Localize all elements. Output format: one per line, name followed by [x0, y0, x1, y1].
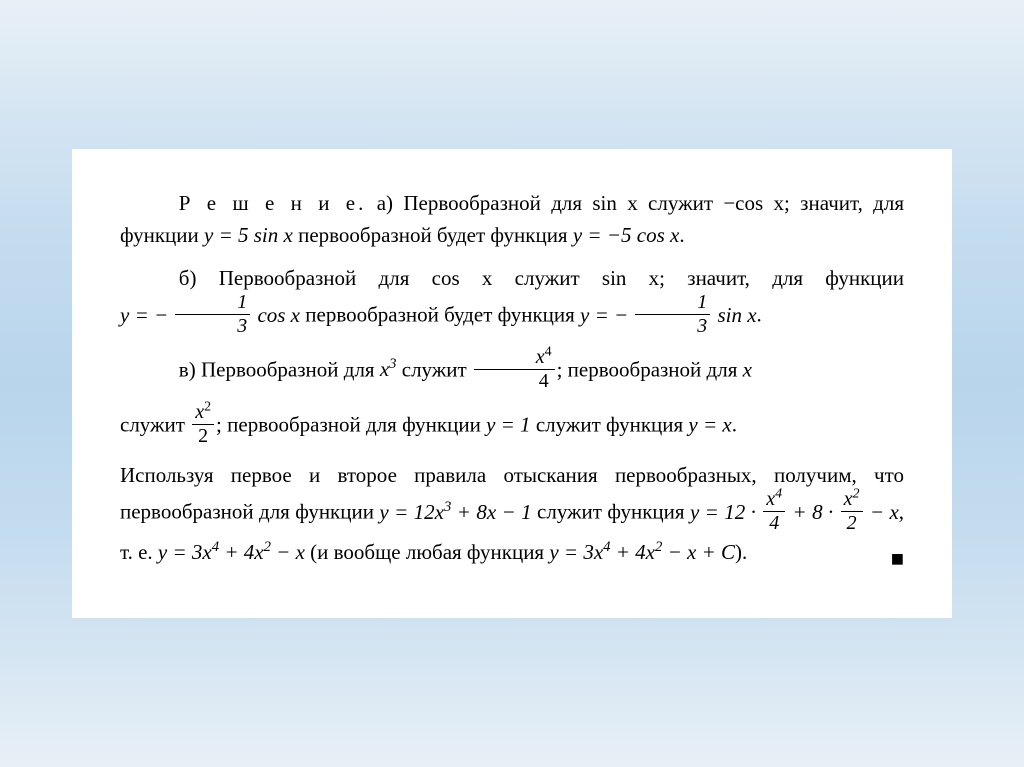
heading-reshenie: Р е ш е н и е. [179, 191, 367, 215]
dot: . [679, 223, 684, 247]
math-cosx: cos x [432, 266, 493, 290]
solution-part-a: Р е ш е н и е. а) Первообразной для sin … [120, 187, 904, 252]
math-y12: y = 12 · x44 + 8 · x22 − x [690, 500, 899, 524]
math-sinx: sin x [602, 266, 659, 290]
solution-part-c-line2: служит x22; первообразной для функции y … [120, 404, 904, 449]
text: ; первообразной для функции [216, 412, 486, 436]
math-3x4c: y = 3x4 + 4x2 − x + C [549, 540, 735, 564]
solution-part-c-line1: в) Первообразной для x3 служит x44; перв… [120, 349, 904, 394]
label-a: а) [377, 191, 393, 215]
text: Первообразной для [196, 266, 431, 290]
solution-part-b: б) Первообразной для cos x служит sin x;… [120, 262, 904, 339]
text: служит функция [531, 412, 689, 436]
text: ; значит, для функции [659, 266, 904, 290]
math-x3: x3 [380, 357, 397, 381]
math-y1: y = 1 [486, 412, 531, 436]
fraction-x2-2: x22 [841, 489, 863, 534]
text: ). [735, 540, 747, 564]
end-mark-icon: ■ [891, 542, 904, 576]
dot: . [757, 303, 762, 327]
text: служит функция [532, 500, 690, 524]
math-yx: y = x [688, 412, 731, 436]
label-b: б) [179, 266, 197, 290]
math-negcosx: −cos x [723, 191, 784, 215]
text: первообразной будет функция [300, 303, 580, 327]
text: Первообразной для [196, 357, 380, 381]
math-x: x [743, 357, 752, 381]
math-3x4: y = 3x4 + 4x2 − x [158, 540, 305, 564]
text: Первообразной для [393, 191, 592, 215]
document-page: Р е ш е н и е. а) Первообразной для sin … [72, 149, 952, 619]
text: ; первообразной для [557, 357, 743, 381]
text: первообразной будет функция [293, 223, 573, 247]
math-sinx: sin x [592, 191, 637, 215]
fraction-1-3: 13 [635, 292, 710, 337]
text: служит [397, 357, 472, 381]
fraction-x4-4: x44 [474, 347, 555, 392]
text: (и вообще любая функция [305, 540, 549, 564]
math-yneg: y = − 13 cos x [120, 303, 300, 327]
label-c: в) [179, 357, 196, 381]
math-yneg5cosx: y = −5 cos x [573, 223, 679, 247]
fraction-x2-2: x22 [192, 402, 214, 447]
solution-part-c-line3: Используя первое и второе правила отыска… [120, 459, 904, 569]
math-yneg-sin: y = − 13 sin x [580, 303, 757, 327]
math-y5sinx: y = 5 sin x [204, 223, 293, 247]
math-poly: y = 12x3 + 8x − 1 [379, 500, 531, 524]
text: служит [120, 412, 190, 436]
dot: . [732, 412, 737, 436]
text: служит [492, 266, 601, 290]
text: служит [638, 191, 724, 215]
fraction-1-3: 13 [175, 292, 250, 337]
fraction-x4-4: x44 [763, 489, 785, 534]
